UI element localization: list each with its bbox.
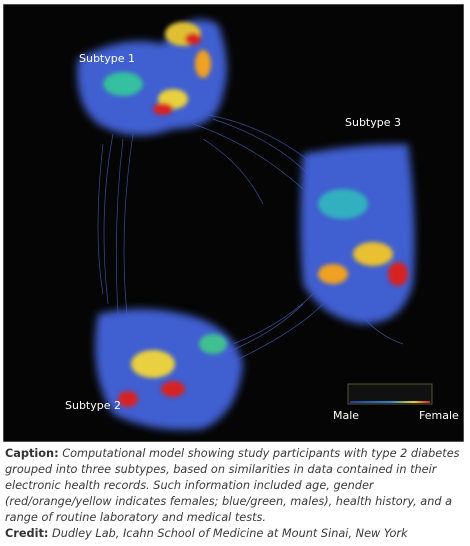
figure: Subtype 1 Subtype 3 Subtype 2 Male Femal…	[3, 4, 464, 442]
caption-label: Caption:	[5, 447, 59, 460]
credit: Credit: Dudley Lab, Icahn School of Medi…	[5, 526, 465, 542]
legend-box	[347, 383, 433, 405]
caption-text: Computational model showing study partic…	[5, 447, 460, 524]
cluster-highlights	[103, 22, 408, 407]
credit-label: Credit:	[5, 527, 49, 540]
cluster-label: Subtype 1	[79, 52, 135, 65]
credit-text: Dudley Lab, Icahn School of Medicine at …	[52, 527, 408, 540]
caption: Caption: Computational model showing stu…	[5, 446, 465, 526]
legend-label: Female	[419, 409, 459, 422]
cluster-label: Subtype 2	[65, 399, 121, 412]
caption-block: Caption: Computational model showing stu…	[5, 446, 465, 542]
legend-label: Male	[333, 409, 359, 422]
legend-gradient	[350, 401, 430, 403]
network-edges	[97, 113, 404, 365]
cluster-label: Subtype 3	[345, 116, 401, 129]
